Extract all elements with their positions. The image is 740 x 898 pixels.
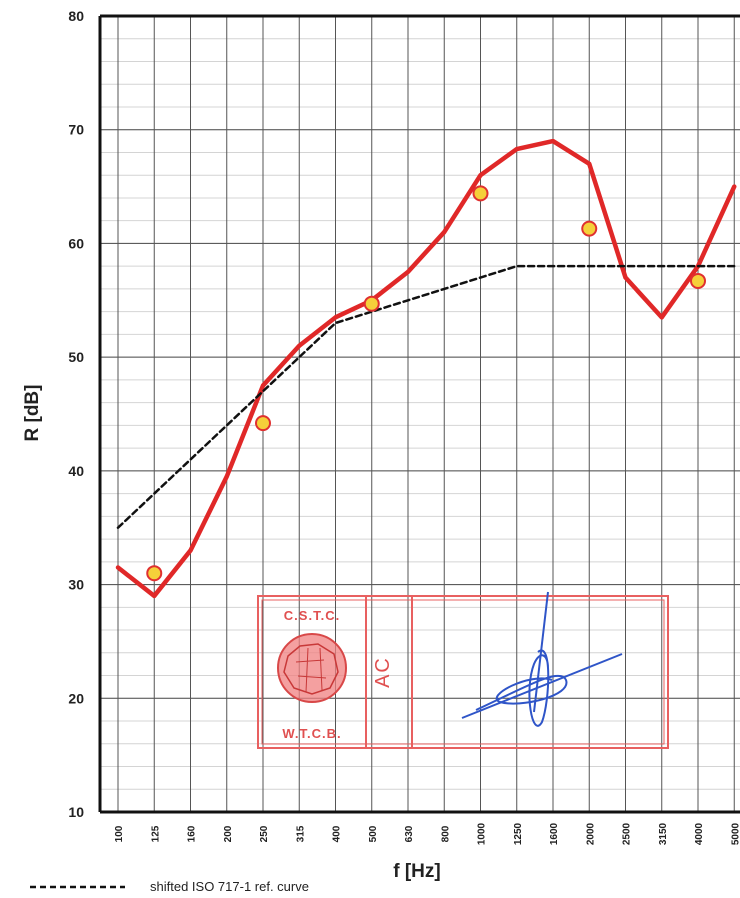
- octave-band-marker: [146, 565, 163, 582]
- stamp-border: [257, 595, 669, 749]
- x-tick-label: 4000: [694, 822, 705, 845]
- stamp-line1: C.S.T.C.: [284, 608, 340, 623]
- y-tick-label: 80: [68, 8, 84, 24]
- y-axis-title: R [dB]: [22, 385, 43, 442]
- stamp-line2: W.T.C.B.: [282, 726, 341, 741]
- stamp-initials: AC: [372, 656, 394, 688]
- y-tick-label: 10: [68, 804, 84, 820]
- x-tick-label: 160: [187, 825, 198, 842]
- y-tick-label: 70: [68, 122, 84, 138]
- grid-lines: [98, 14, 740, 814]
- x-tick-label: 2000: [585, 822, 596, 845]
- legend: shifted ISO 717-1 ref. curve: [30, 879, 309, 894]
- x-tick-label: 100: [114, 825, 125, 842]
- stamp-seal-icon: [277, 633, 347, 703]
- series-layer: [115, 138, 737, 599]
- x-tick-label: 1000: [477, 822, 488, 845]
- x-tick-label: 5000: [730, 822, 740, 845]
- x-tick-label: 2500: [622, 822, 633, 845]
- x-tick-label: 400: [332, 825, 343, 842]
- measured-curve: [115, 138, 737, 599]
- octave-band-marker: [581, 220, 598, 237]
- octave-band-marker: [363, 295, 380, 312]
- x-tick-label: 3150: [658, 822, 669, 845]
- x-tick-label: 800: [440, 825, 451, 842]
- y-tick-label: 20: [68, 690, 84, 706]
- x-tick-label: 315: [295, 825, 306, 842]
- y-tick-label: 50: [68, 349, 84, 365]
- x-tick-label: 200: [223, 825, 234, 842]
- octave-band-marker: [255, 415, 271, 432]
- stamp-inner-border: [261, 599, 665, 745]
- x-tick-label: 1250: [513, 822, 524, 845]
- x-tick-label: 250: [259, 825, 270, 842]
- reference-curve: [116, 264, 736, 529]
- octave-band-marker: [690, 272, 706, 289]
- certification-stamp: C.S.T.C. W.T.C.B. AC: [257, 591, 669, 749]
- x-axis-title: f [Hz]: [393, 861, 440, 882]
- x-tick-label: 500: [368, 825, 379, 842]
- legend-label: shifted ISO 717-1 ref. curve: [150, 879, 309, 894]
- y-tick-label: 30: [68, 577, 84, 593]
- y-tick-label: 60: [68, 235, 84, 251]
- x-tick-label: 630: [404, 825, 415, 842]
- x-tick-label: 1600: [549, 822, 560, 845]
- tick-labels: 10 20 30 40 50 60 70 80 100 125 160 200 250 315 400 500…: [68, 8, 740, 845]
- x-tick-label: 125: [150, 825, 161, 842]
- octave-band-marker: [472, 185, 489, 202]
- signature-icon: [461, 591, 623, 727]
- y-tick-label: 40: [68, 463, 84, 479]
